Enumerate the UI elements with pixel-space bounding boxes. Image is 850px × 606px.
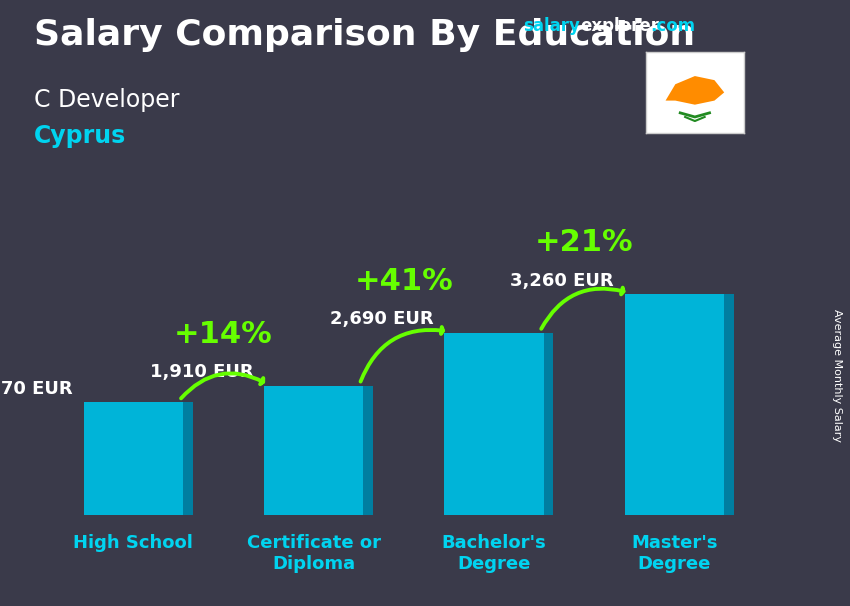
Text: +21%: +21%	[535, 228, 633, 257]
Polygon shape	[666, 76, 724, 105]
Bar	[264, 385, 363, 515]
Bar	[445, 333, 543, 515]
Text: salary: salary	[523, 17, 580, 35]
Polygon shape	[543, 333, 553, 515]
Text: +14%: +14%	[174, 319, 273, 348]
Text: Salary Comparison By Education: Salary Comparison By Education	[34, 18, 695, 52]
Text: explorer: explorer	[581, 17, 660, 35]
Text: +41%: +41%	[354, 267, 453, 296]
Polygon shape	[363, 385, 373, 515]
Text: C Developer: C Developer	[34, 88, 179, 112]
Polygon shape	[724, 294, 734, 515]
Text: 1,910 EUR: 1,910 EUR	[150, 364, 253, 381]
Text: .com: .com	[650, 17, 695, 35]
Text: 1,670 EUR: 1,670 EUR	[0, 379, 73, 398]
Text: Cyprus: Cyprus	[34, 124, 127, 148]
Text: 2,690 EUR: 2,690 EUR	[330, 310, 434, 328]
Polygon shape	[183, 402, 193, 515]
Text: 3,260 EUR: 3,260 EUR	[510, 271, 614, 290]
Bar	[83, 402, 183, 515]
Text: Average Monthly Salary: Average Monthly Salary	[832, 309, 842, 442]
Bar	[625, 294, 724, 515]
